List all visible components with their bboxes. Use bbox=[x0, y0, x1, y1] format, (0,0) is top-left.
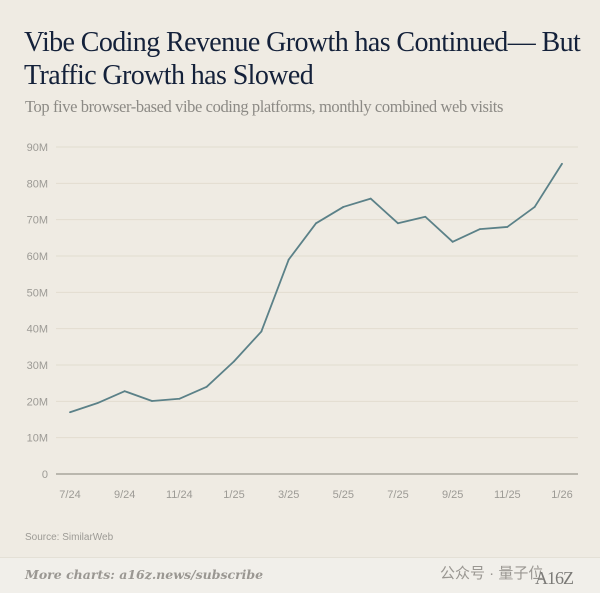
y-tick-label: 40M bbox=[27, 324, 48, 336]
y-tick-label: 20M bbox=[27, 396, 48, 408]
x-tick-label: 11/24 bbox=[166, 489, 193, 501]
data-point bbox=[479, 228, 481, 231]
data-point bbox=[205, 385, 208, 388]
data-point bbox=[287, 258, 290, 261]
data-point bbox=[233, 360, 235, 363]
x-tick-label: 1/26 bbox=[551, 489, 572, 501]
y-tick-label: 60M bbox=[27, 251, 48, 263]
data-point bbox=[397, 222, 399, 225]
x-tick-label: 9/24 bbox=[114, 489, 135, 501]
source-note: Source: SimilarWeb bbox=[25, 532, 114, 543]
chart-subtitle: Top five browser-based vibe coding platf… bbox=[25, 97, 503, 116]
data-point bbox=[69, 411, 71, 414]
y-tick-label: 70M bbox=[27, 215, 48, 227]
data-point bbox=[123, 390, 126, 393]
watermark: 公众号 · 量子位 bbox=[440, 565, 544, 582]
data-point bbox=[260, 330, 263, 333]
data-point bbox=[424, 215, 427, 218]
y-tick-label: 30M bbox=[27, 360, 48, 372]
x-tick-label: 3/25 bbox=[278, 489, 299, 501]
y-tick-label: 50M bbox=[27, 287, 48, 299]
data-point bbox=[533, 206, 536, 208]
x-tick-label: 5/25 bbox=[333, 489, 354, 501]
data-point bbox=[451, 240, 454, 243]
footer-bar: More charts: a16z.news/subscribe 公众号 · 量… bbox=[0, 557, 600, 593]
data-point bbox=[506, 226, 509, 228]
y-tick-label: 0 bbox=[42, 469, 48, 481]
series-line bbox=[69, 163, 563, 414]
x-tick-label: 1/25 bbox=[223, 489, 244, 501]
a16z-logo: A16Z bbox=[535, 568, 574, 588]
y-tick-label: 10M bbox=[27, 433, 48, 445]
data-point bbox=[369, 197, 372, 200]
data-point bbox=[315, 222, 317, 225]
x-tick-label: 7/24 bbox=[59, 489, 80, 501]
line-chart: 0 10M 20M 30M 40M 50M 60M 70M 80M 90M 7/24 9/24 11/2… bbox=[27, 142, 578, 501]
x-tick-label: 7/25 bbox=[387, 489, 408, 501]
more-charts-link[interactable]: More charts: a16z.news/subscribe bbox=[25, 567, 264, 582]
chart-title: Vibe Coding Revenue Growth has Continued… bbox=[24, 27, 581, 91]
data-point bbox=[342, 206, 345, 208]
data-point bbox=[151, 400, 153, 402]
data-point bbox=[178, 397, 181, 400]
data-point bbox=[561, 162, 563, 165]
x-tick-label: 9/25 bbox=[442, 489, 463, 501]
y-tick-label: 90M bbox=[27, 142, 48, 154]
y-tick-label: 80M bbox=[27, 178, 48, 190]
data-point bbox=[96, 402, 99, 405]
x-tick-label: 11/25 bbox=[494, 489, 521, 501]
